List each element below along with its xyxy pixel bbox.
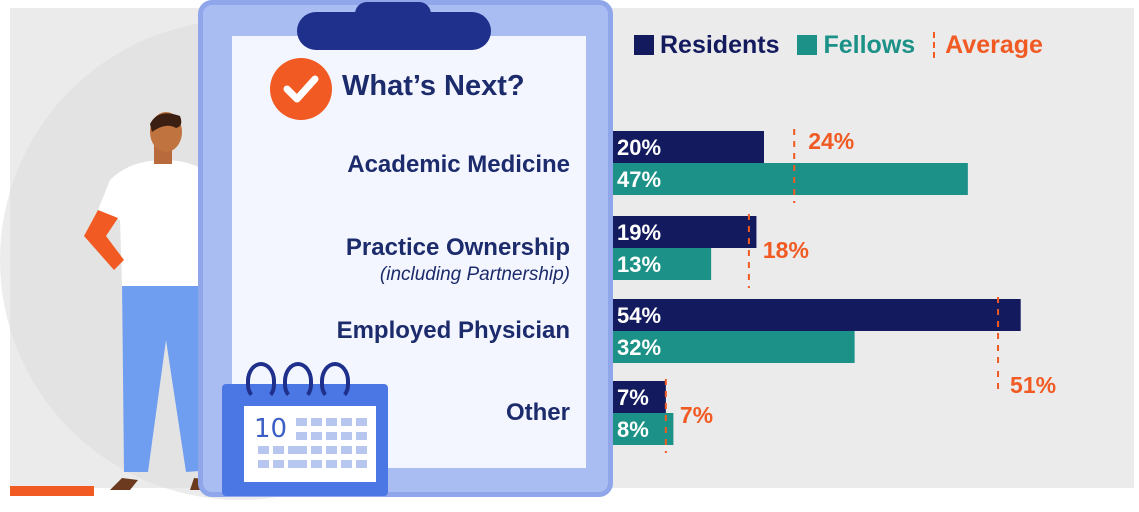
- category-label-practice-ownership: Practice Ownership: [345, 234, 570, 261]
- bar-value-label: 8%: [617, 417, 649, 442]
- legend-swatch-fellows: [797, 35, 818, 55]
- accent-bar: [10, 486, 94, 496]
- bar-value-label: 19%: [617, 220, 661, 245]
- bar-residents: [613, 381, 666, 413]
- bar-value-label: 54%: [617, 303, 661, 328]
- bar-residents: [613, 299, 1021, 331]
- bar-value-label: 20%: [617, 135, 661, 160]
- bar-fellows: [613, 413, 674, 445]
- category-label-employed-physician: Employed Physician: [336, 317, 570, 344]
- average-value-label: 24%: [808, 128, 854, 154]
- bar-fellows: [613, 248, 712, 280]
- legend-item-residents: Residents: [634, 31, 779, 60]
- bar-residents: [613, 216, 757, 248]
- category-label-other: Other: [505, 399, 570, 426]
- legend-label-residents: Residents: [660, 30, 780, 59]
- clipboard-clip: [297, 12, 491, 50]
- calendar-ring: [320, 362, 350, 400]
- bar-fellows: [613, 163, 968, 195]
- legend-label-fellows: Fellows: [823, 30, 916, 59]
- calendar-face: [244, 406, 376, 482]
- bar-value-label: 32%: [617, 335, 661, 360]
- calendar-grid-left: [258, 446, 296, 468]
- chart-legend: Residents Fellows Average: [634, 28, 1061, 62]
- average-value-label: 7%: [680, 402, 713, 428]
- calendar-grid: [296, 418, 367, 468]
- legend-swatch-average: [933, 32, 936, 58]
- legend-item-fellows: Fellows: [797, 31, 915, 60]
- calendar-ring: [246, 362, 276, 400]
- category-label-academic-medicine: Academic Medicine: [347, 151, 570, 178]
- legend-swatch-residents: [634, 35, 654, 55]
- legend-label-average: Average: [945, 30, 1043, 59]
- average-value-label: 18%: [763, 237, 809, 263]
- category-sublabel-practice-ownership: (including Partnership): [379, 264, 570, 285]
- checkmark-icon: [270, 58, 332, 120]
- calendar-day: 10: [254, 414, 288, 444]
- calendar-ring: [283, 362, 313, 400]
- panel-title: What’s Next?: [342, 70, 525, 102]
- bar-value-label: 13%: [617, 252, 661, 277]
- legend-item-average: Average: [933, 31, 1043, 60]
- bar-residents: [613, 131, 764, 163]
- bar-value-label: 47%: [617, 167, 661, 192]
- bar-fellows: [613, 331, 855, 363]
- bar-value-label: 7%: [617, 385, 649, 410]
- average-value-label: 51%: [1010, 372, 1056, 398]
